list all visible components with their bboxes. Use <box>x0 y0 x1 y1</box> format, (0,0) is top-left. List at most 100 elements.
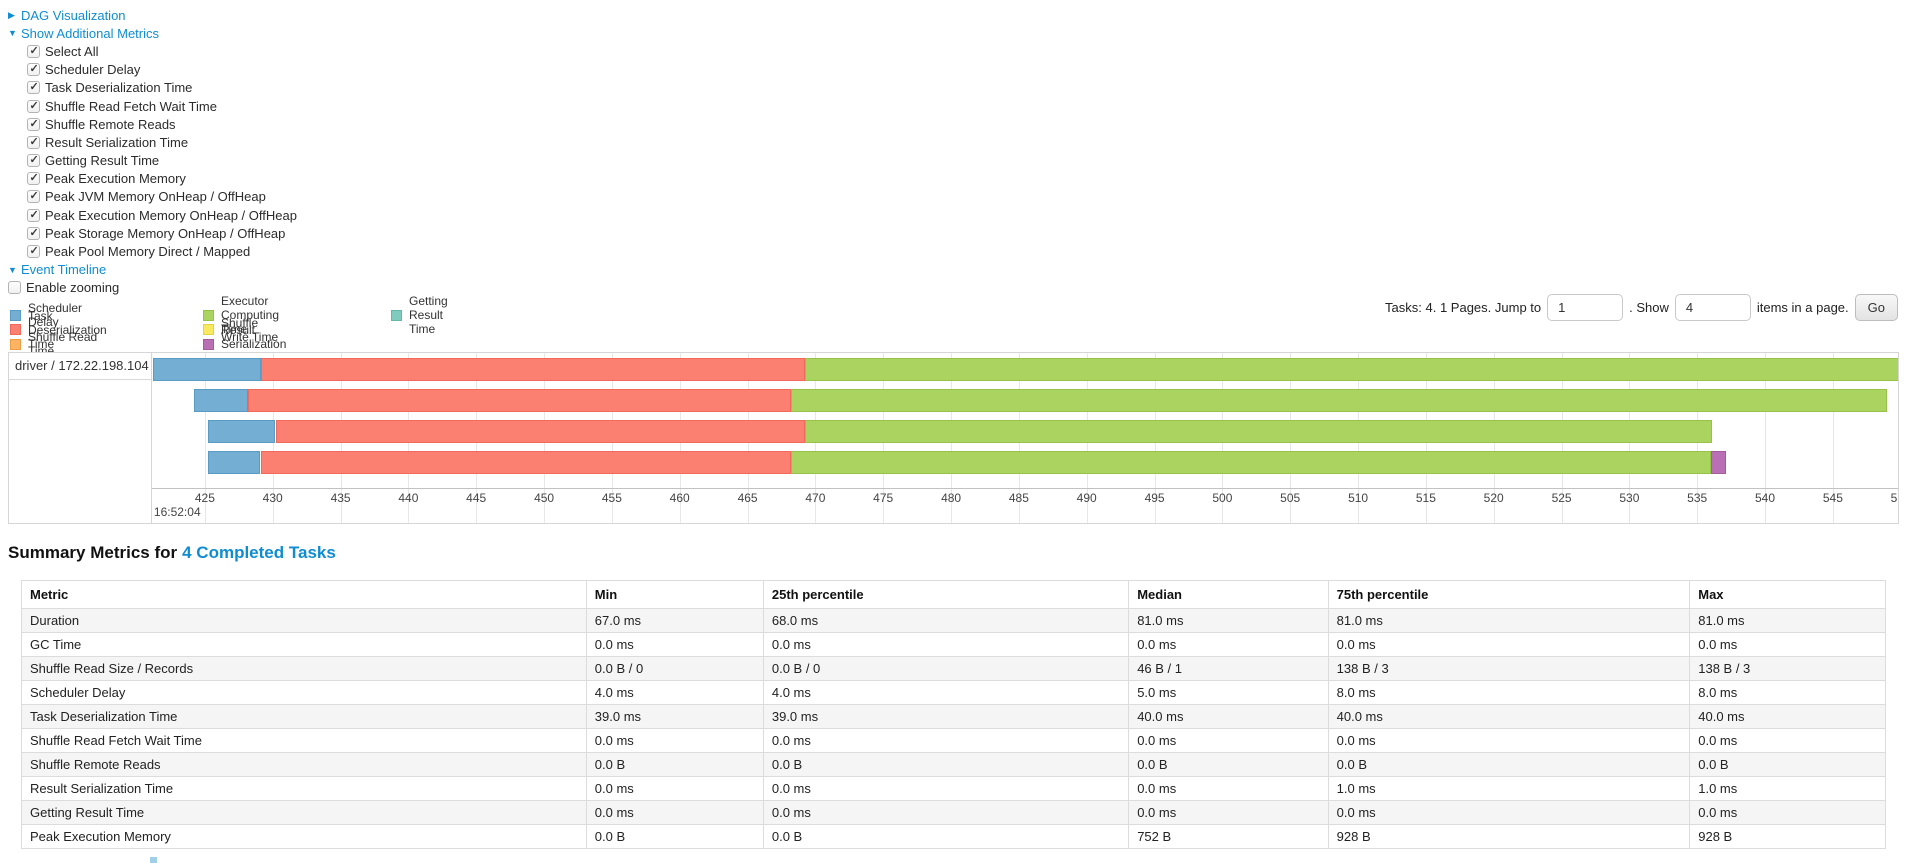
metric-checkbox-row: Shuffle Remote Reads <box>8 115 297 133</box>
items-per-page-input[interactable] <box>1674 294 1751 321</box>
timeline-tick-label: 455 <box>601 491 622 505</box>
go-button[interactable]: Go <box>1854 294 1898 321</box>
timeline-task-segment-scheduler-delay[interactable] <box>194 389 249 412</box>
summary-column-header: 75th percentile <box>1327 580 1691 609</box>
timeline-tick-label: 450 <box>534 491 555 505</box>
timeline-task-segment-executor-computing-time[interactable] <box>791 389 1888 412</box>
summary-metric-value: 5.0 ms <box>1128 680 1329 705</box>
timeline-tick-label: 500 <box>1212 491 1233 505</box>
timeline-tick-label: 465 <box>737 491 758 505</box>
metric-checkbox[interactable] <box>27 244 40 259</box>
legend-item-shuffle-read-time: Shuffle Read Time <box>10 330 107 358</box>
timeline-task-segment-executor-computing-time[interactable] <box>804 420 1713 443</box>
metric-checkbox[interactable] <box>27 226 40 240</box>
metric-checkbox-label: Peak Pool Memory Direct / Mapped <box>45 244 251 260</box>
completed-tasks-link[interactable]: 4 Completed Tasks <box>182 543 336 562</box>
summary-metric-name: Getting Result Time <box>21 800 587 825</box>
summary-metric-name: Peak Execution Memory <box>21 824 587 849</box>
legend-column: Getting Result Time <box>391 294 448 336</box>
summary-metric-name: Shuffle Read Fetch Wait Time <box>21 728 587 753</box>
enable-zooming-checkbox[interactable] <box>8 281 21 295</box>
metric-checkbox-row: Peak Execution Memory <box>8 170 297 188</box>
timeline-tick-label: 440 <box>398 491 419 505</box>
collapsed-arrow-icon: ▶ <box>8 9 15 20</box>
metric-checkbox[interactable] <box>27 135 40 149</box>
timeline-task-segment-task-deserialization-time[interactable] <box>248 389 791 412</box>
legend-column: Scheduler Delay Task Deserialization Time… <box>10 301 107 358</box>
summary-metric-value: 0.0 ms <box>762 776 1130 801</box>
summary-metric-value: 0.0 B <box>585 824 764 849</box>
timeline-tick-label: 530 <box>1619 491 1640 505</box>
timeline-tick-label: 435 <box>330 491 351 505</box>
timeline-tick-label: 485 <box>1008 491 1029 505</box>
timeline-task-segment-executor-computing-time[interactable] <box>791 451 1711 474</box>
metric-checkbox-label: Shuffle Read Fetch Wait Time <box>45 98 217 114</box>
timeline-tick-label: 535 <box>1687 491 1708 505</box>
pagination-show-text: . Show <box>1629 300 1669 315</box>
metric-checkbox-label: Peak Storage Memory OnHeap / OffHeap <box>45 225 286 241</box>
summary-metric-value: 0.0 B <box>762 824 1130 849</box>
summary-metric-value: 46 B / 1 <box>1128 656 1329 681</box>
summary-row: Result Serialization Time 0.0 ms 0.0 ms 0.0… <box>21 776 1886 801</box>
summary-metric-value: 0.0 ms <box>1327 800 1691 825</box>
metric-checkbox[interactable] <box>27 153 40 168</box>
timeline-task-segment-scheduler-delay[interactable] <box>153 358 261 381</box>
summary-metric-value: 4.0 ms <box>585 680 764 705</box>
metric-checkbox[interactable] <box>27 208 40 222</box>
summary-metric-value: 67.0 ms <box>585 608 764 633</box>
summary-metric-value: 0.0 ms <box>1689 632 1886 657</box>
summary-row: Scheduler Delay 4.0 ms 4.0 ms 5.0 ms 8.0 ms 8… <box>21 680 1886 705</box>
metric-checkbox[interactable] <box>27 189 40 204</box>
summary-metric-name: Shuffle Remote Reads <box>21 752 587 777</box>
legend-column: Executor Computing Time Shuffle Write Tim… <box>203 294 286 365</box>
timeline-gridline <box>1832 353 1834 523</box>
event-timeline-chart: 425 430 435 440 445 450 455 460 465 470 475 480 485 4… <box>8 352 1899 524</box>
jump-to-page-input[interactable] <box>1547 294 1624 321</box>
summary-header-row: Metric Min 25th percentile Median 75th perce… <box>21 580 1886 609</box>
summary-metric-value: 0.0 ms <box>1128 776 1329 801</box>
metric-checkbox[interactable] <box>27 62 40 77</box>
summary-metric-value: 40.0 ms <box>1327 704 1691 729</box>
summary-column-header: Max <box>1689 580 1886 609</box>
summary-metric-value: 1.0 ms <box>1327 776 1691 801</box>
summary-metric-name: GC Time <box>21 632 587 657</box>
dag-visualization-link[interactable]: DAG Visualization <box>21 7 126 23</box>
metric-checkbox[interactable] <box>27 80 40 95</box>
timeline-group-column: driver / 172.22.198.104 <box>9 353 152 523</box>
summary-metric-value: 0.0 ms <box>1689 800 1886 825</box>
summary-metric-value: 0.0 ms <box>1128 800 1329 825</box>
summary-metric-value: 68.0 ms <box>762 608 1130 633</box>
legend-swatch-icon <box>203 338 214 350</box>
summary-metric-value: 0.0 ms <box>1689 728 1886 753</box>
timeline-tick-label: 430 <box>262 491 283 505</box>
timeline-task-segment-task-deserialization-time[interactable] <box>260 451 791 474</box>
summary-row: Shuffle Remote Reads 0.0 B 0.0 B 0.0 B 0.0 B… <box>21 752 1886 777</box>
timeline-task-segment-task-deserialization-time[interactable] <box>275 420 805 443</box>
timeline-task-segment-scheduler-delay[interactable] <box>207 420 276 443</box>
summary-metric-name: Scheduler Delay <box>21 680 587 705</box>
summary-row: Task Deserialization Time 39.0 ms 39.0 ms 4… <box>21 704 1886 729</box>
metric-checkbox[interactable] <box>27 44 40 58</box>
timeline-task-segment-task-deserialization-time[interactable] <box>260 358 805 381</box>
timeline-task-segment-result-serialization-time[interactable] <box>1710 451 1726 474</box>
summary-metric-value: 0.0 ms <box>1128 728 1329 753</box>
summary-title-text: Summary Metrics for <box>8 543 178 562</box>
metric-checkbox[interactable] <box>27 171 40 186</box>
event-timeline-row: ▼ Event Timeline <box>8 261 297 279</box>
summary-row: Shuffle Read Size / Records 0.0 B / 0 0.0 … <box>21 656 1886 681</box>
metric-checkbox-row: Getting Result Time <box>8 152 297 170</box>
summary-row: Getting Result Time 0.0 ms 0.0 ms 0.0 ms 0.0… <box>21 800 1886 825</box>
legend-item-result-serialization-time: Result Serialization Time <box>203 323 286 365</box>
timeline-tick-label: 475 <box>873 491 894 505</box>
metric-checkbox-label: Peak Execution Memory <box>45 171 186 187</box>
summary-metrics-title: Summary Metrics for 4 Completed Tasks <box>8 543 336 563</box>
timeline-task-segment-executor-computing-time[interactable] <box>804 358 1898 381</box>
show-additional-metrics-link[interactable]: Show Additional Metrics <box>21 25 160 41</box>
metric-checkbox-row: Result Serialization Time <box>8 133 297 151</box>
legend-swatch-icon <box>203 309 214 321</box>
metric-checkbox[interactable] <box>27 99 40 113</box>
timeline-task-segment-scheduler-delay[interactable] <box>207 451 261 474</box>
metric-checkbox[interactable] <box>27 117 40 131</box>
legend-item-scheduler-delay: Scheduler Delay <box>10 301 107 329</box>
event-timeline-link[interactable]: Event Timeline <box>21 262 107 278</box>
